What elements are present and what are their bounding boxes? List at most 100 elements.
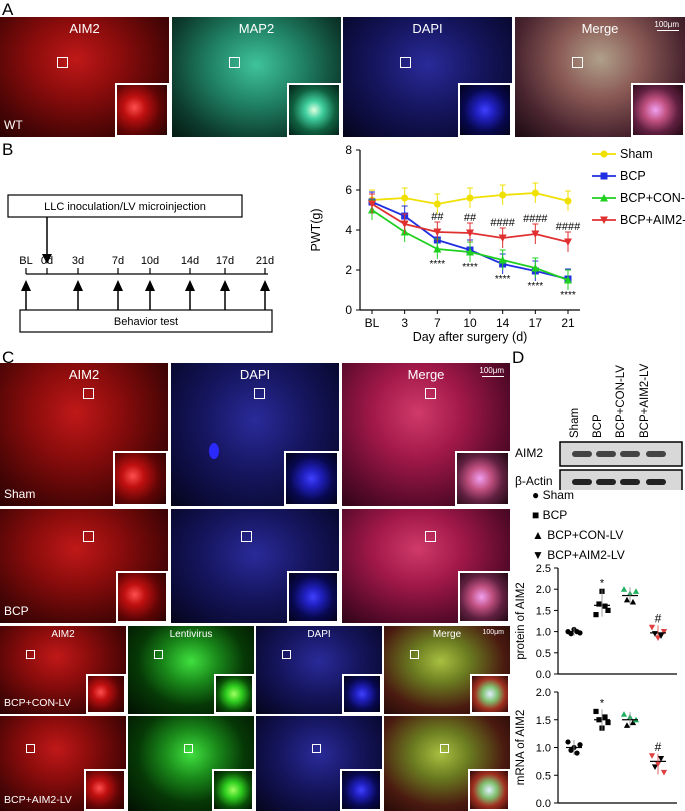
condition-label: BCP+AIM2-LV xyxy=(4,794,72,806)
inset-zoom xyxy=(468,769,510,811)
x-tick-label: 10 xyxy=(463,316,477,330)
legend-label: BCP+AIM2-LV xyxy=(620,213,685,227)
roi-box xyxy=(229,57,240,68)
x-tick-label: 21 xyxy=(561,316,575,330)
roi-box xyxy=(57,57,68,68)
blot-band xyxy=(620,479,640,485)
legend-marker xyxy=(600,216,608,224)
inset-zoom xyxy=(340,769,382,811)
scale-bar xyxy=(482,376,504,377)
tile-a-dapi: DAPI xyxy=(343,17,512,137)
x-axis-title: Day after surgery (d) xyxy=(413,330,528,344)
blot-band xyxy=(572,479,592,485)
tile-a-aim2: AIM2 WT xyxy=(0,17,169,137)
data-point xyxy=(602,714,608,720)
tile-c-bcp-dapi xyxy=(171,509,339,623)
behavior-arrowhead xyxy=(21,280,31,291)
data-point xyxy=(466,248,474,256)
legend-label: Sham xyxy=(620,147,653,161)
channel-label: DAPI xyxy=(239,367,271,382)
y-axis-title: PWT(g) xyxy=(309,208,323,251)
data-point xyxy=(368,200,376,208)
data-point xyxy=(564,238,572,246)
sig-hash: #### xyxy=(523,213,548,225)
channel-label: Merge xyxy=(581,21,619,36)
roi-box xyxy=(282,650,291,659)
inset-zoom xyxy=(214,674,254,714)
tile-c-aim2lv-aim2: BCP+AIM2-LV xyxy=(0,716,126,811)
x-tick-label: 14 xyxy=(496,316,510,330)
legend-item-bcp: ■ BCP xyxy=(532,508,568,522)
mrna-scatter-chart: 0.0 0.5 1.0 1.5 2.0 mRNA of AIM2 * # xyxy=(515,687,677,810)
data-point xyxy=(632,588,640,594)
roi-box xyxy=(254,388,265,399)
behavior-box xyxy=(19,309,273,333)
data-point xyxy=(593,708,599,715)
data-point xyxy=(531,230,540,238)
tile-c-conlv-dapi: DAPI xyxy=(256,626,382,714)
behavior-arrowhead xyxy=(113,280,123,291)
sig-hash: ## xyxy=(431,211,444,223)
y-tick-label: 1.0 xyxy=(536,743,551,755)
legend-item-conlv: ▲ BCP+CON-LV xyxy=(532,528,624,542)
tile-c-conlv-merge: Merge 100μm xyxy=(384,626,510,714)
data-point xyxy=(498,256,507,264)
channel-label: AIM2 xyxy=(68,367,100,382)
roi-box xyxy=(312,744,321,753)
tile-c-conlv-aim2: AIM2 BCP+CON-LV xyxy=(0,626,126,714)
data-point xyxy=(564,197,572,205)
behavior-arrowhead xyxy=(260,280,270,291)
timeline-tick-label: 10d xyxy=(141,255,159,267)
data-point xyxy=(565,739,571,745)
data-point xyxy=(593,612,599,618)
nucleus xyxy=(209,443,219,459)
data-point xyxy=(568,631,574,637)
tile-c-sham-aim2: AIM2 Sham xyxy=(0,363,168,506)
inset-zoom xyxy=(455,451,510,506)
blot-row-label: β-Actin xyxy=(515,474,553,488)
inset-zoom xyxy=(116,571,168,623)
behavior-arrowhead xyxy=(73,280,83,291)
lane-label: BCP xyxy=(592,414,604,438)
blot-band xyxy=(596,451,616,457)
data-point xyxy=(574,750,580,756)
sig-mark: * xyxy=(600,577,605,589)
tile-c-aim2lv-dapi xyxy=(256,716,382,811)
roi-box xyxy=(400,57,411,68)
data-point xyxy=(660,769,668,776)
x-tick-label: 3 xyxy=(401,316,408,330)
protein-scatter-chart: 0.0 0.5 1.0 1.5 2.0 2.5 protein of AIM2 * # xyxy=(515,563,677,681)
data-point xyxy=(651,764,659,771)
data-point xyxy=(531,264,540,272)
inset-zoom xyxy=(84,769,126,811)
sig-mark: * xyxy=(600,697,605,709)
scale-bar xyxy=(657,30,679,31)
channel-label: Merge xyxy=(432,629,462,640)
behavior-arrowhead xyxy=(185,280,195,291)
y-tick-label: 6 xyxy=(345,183,352,197)
data-point xyxy=(660,629,668,635)
data-point xyxy=(620,586,628,592)
channel-label: AIM2 xyxy=(51,629,75,640)
roi-box xyxy=(26,650,35,659)
condition-label: Sham xyxy=(4,487,36,501)
roi-box xyxy=(572,57,583,68)
roi-box xyxy=(184,744,193,753)
scale-bar-label: 100μm xyxy=(654,20,679,29)
roi-box xyxy=(26,744,35,753)
sig-star: **** xyxy=(462,262,478,273)
timeline-tick-label: 21d xyxy=(256,255,274,267)
y-tick-label: 1.5 xyxy=(536,605,551,617)
y-tick-label: 0.5 xyxy=(536,648,551,660)
x-tick-label: BL xyxy=(365,316,380,330)
inset-zoom xyxy=(458,571,510,623)
inset-zoom xyxy=(212,769,254,811)
procedure-label: LLC inoculation/LV microinjection xyxy=(44,201,206,213)
tile-c-sham-dapi: DAPI xyxy=(171,363,339,506)
sig-star: **** xyxy=(560,290,576,301)
blot-band xyxy=(646,451,666,457)
sig-star: **** xyxy=(528,281,544,292)
behavior-label: Behavior test xyxy=(114,316,178,328)
inset-zoom xyxy=(458,83,512,137)
condition-label: WT xyxy=(4,118,23,132)
